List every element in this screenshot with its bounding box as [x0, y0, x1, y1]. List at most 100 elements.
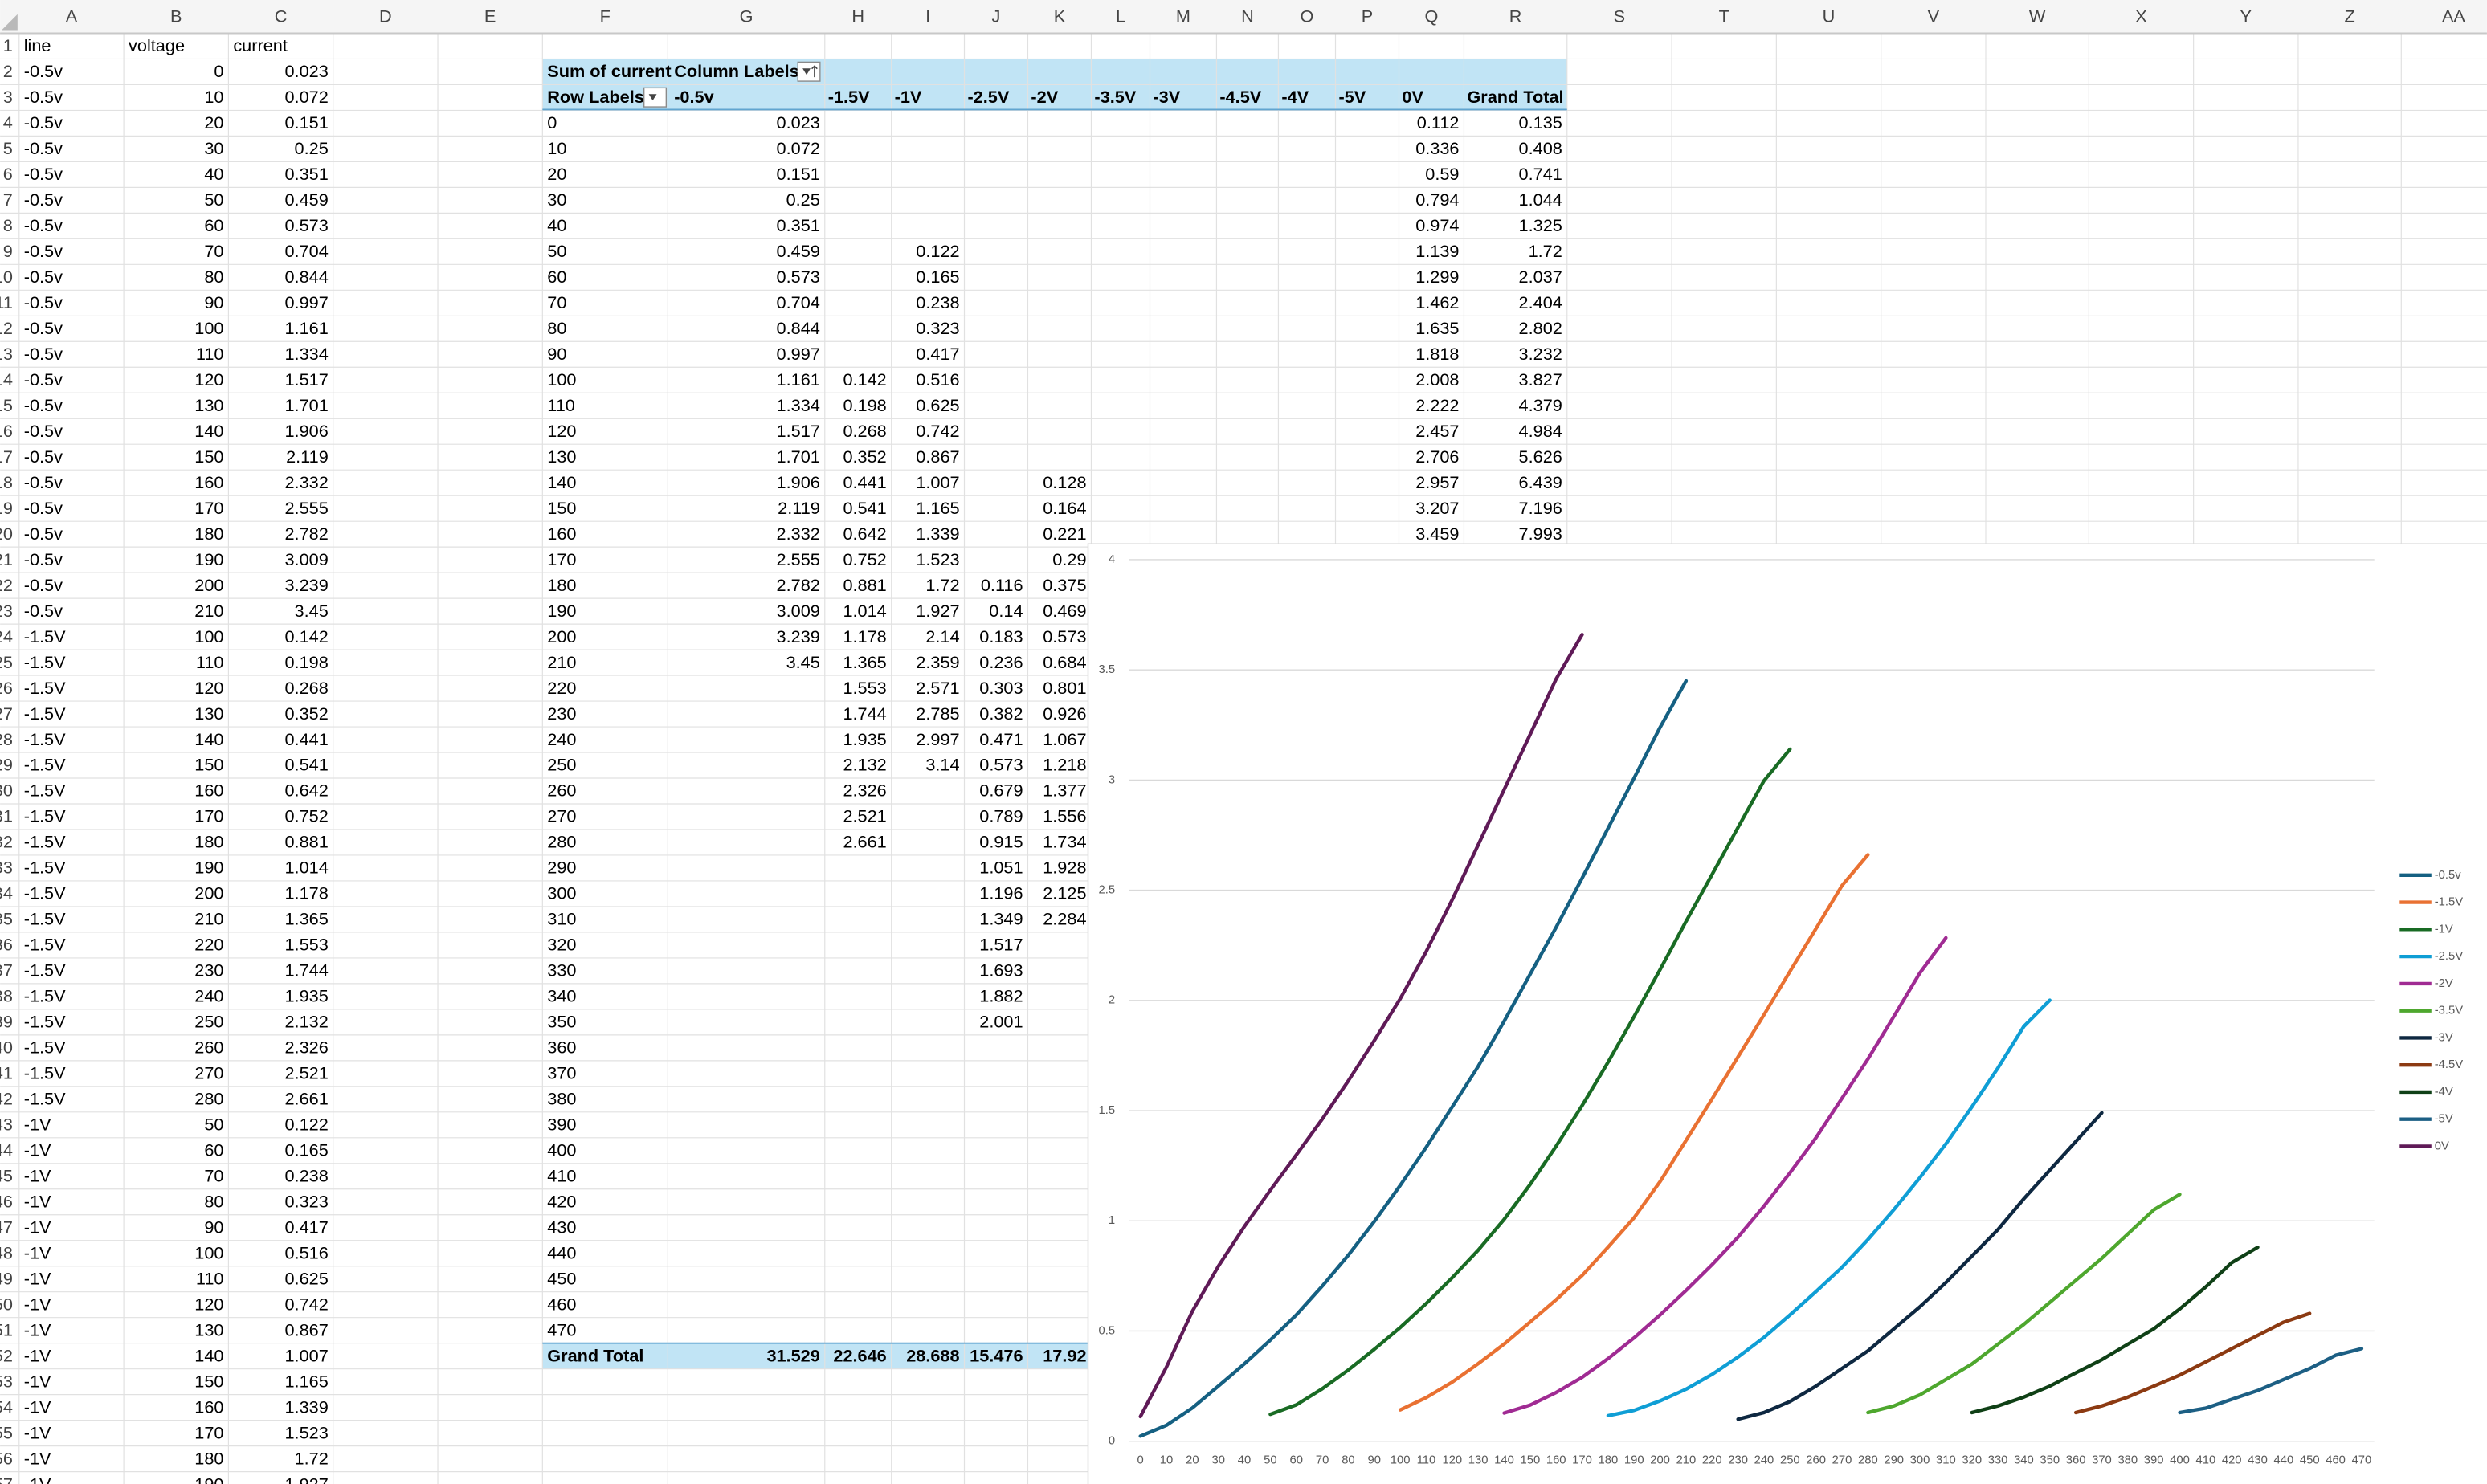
row-number[interactable]: 33 [0, 858, 13, 878]
row-number[interactable]: 19 [0, 498, 13, 518]
column-header[interactable]: U [1823, 6, 1836, 26]
x-tick-label: 340 [2014, 1453, 2034, 1466]
column-header[interactable]: Z [2344, 6, 2354, 26]
line-cell: -0.5v [24, 344, 63, 364]
row-number[interactable]: 5 [3, 138, 13, 158]
column-header[interactable]: L [1116, 6, 1125, 26]
x-tick-label: 100 [1391, 1453, 1411, 1466]
row-number[interactable]: 11 [0, 292, 13, 312]
row-number[interactable]: 23 [0, 601, 13, 621]
row-number[interactable]: 28 [0, 729, 13, 749]
column-header[interactable]: G [740, 6, 753, 26]
column-header[interactable]: O [1301, 6, 1314, 26]
column-header[interactable]: J [992, 6, 1001, 26]
column-header[interactable]: A [66, 6, 78, 26]
row-number[interactable]: 27 [0, 703, 13, 724]
column-header[interactable]: W [2029, 6, 2046, 26]
column-header[interactable]: E [484, 6, 496, 26]
row-number[interactable]: 57 [0, 1474, 13, 1484]
column-header[interactable]: D [379, 6, 392, 26]
row-number[interactable]: 32 [0, 832, 13, 852]
column-header[interactable]: R [1509, 6, 1522, 26]
row-number[interactable]: 45 [0, 1165, 13, 1185]
row-number[interactable]: 21 [0, 549, 13, 569]
row-number[interactable]: 35 [0, 909, 13, 929]
column-header[interactable]: P [1362, 6, 1373, 26]
pivot-cell: 3.207 [1415, 498, 1459, 518]
pivot-cell: 0.164 [1043, 498, 1086, 518]
column-header[interactable]: B [170, 6, 182, 26]
voltage-cell: 30 [204, 138, 223, 158]
pivot-row-label: 140 [547, 472, 576, 492]
row-number[interactable]: 22 [0, 575, 13, 595]
column-header[interactable]: K [1054, 6, 1066, 26]
column-header[interactable]: M [1176, 6, 1190, 26]
column-header[interactable]: X [2135, 6, 2147, 26]
pivot-column-header: -3V [1153, 87, 1180, 107]
row-number[interactable]: 36 [0, 935, 13, 955]
row-number[interactable]: 52 [0, 1345, 13, 1365]
row-number[interactable]: 7 [3, 190, 13, 210]
row-number[interactable]: 56 [0, 1448, 13, 1468]
select-all-corner[interactable] [2, 14, 18, 31]
row-number[interactable]: 25 [0, 652, 13, 672]
row-number[interactable]: 50 [0, 1294, 13, 1314]
voltage-cell: 180 [194, 524, 223, 544]
row-number[interactable]: 26 [0, 678, 13, 698]
filter-button[interactable] [643, 87, 668, 108]
column-header[interactable]: Y [2240, 6, 2252, 26]
row-number[interactable]: 20 [0, 524, 13, 544]
row-number[interactable]: 39 [0, 1012, 13, 1032]
row-number[interactable]: 37 [0, 960, 13, 980]
row-number[interactable]: 34 [0, 883, 13, 903]
row-number[interactable]: 10 [0, 267, 13, 287]
row-number[interactable]: 4 [3, 112, 13, 132]
row-number[interactable]: 43 [0, 1115, 13, 1135]
row-number[interactable]: 16 [0, 421, 13, 441]
row-number[interactable]: 48 [0, 1242, 13, 1262]
row-number[interactable]: 53 [0, 1371, 13, 1391]
x-tick-label: 230 [1728, 1453, 1748, 1466]
line-cell: -0.5v [24, 395, 63, 415]
filter-button[interactable] [797, 61, 821, 82]
column-header[interactable]: AA [2442, 6, 2465, 26]
column-header[interactable]: V [1928, 6, 1940, 26]
row-number[interactable]: 13 [0, 344, 13, 364]
column-header[interactable]: S [1614, 6, 1625, 26]
row-number[interactable]: 49 [0, 1268, 13, 1288]
row-number[interactable]: 46 [0, 1191, 13, 1211]
row-number[interactable]: 31 [0, 806, 13, 826]
row-number[interactable]: 14 [0, 369, 13, 389]
column-header[interactable]: F [600, 6, 611, 26]
row-number[interactable]: 15 [0, 395, 13, 415]
pivot-cell: 4.379 [1519, 395, 1562, 415]
row-number[interactable]: 6 [3, 164, 13, 184]
row-number[interactable]: 30 [0, 781, 13, 801]
column-header[interactable]: C [275, 6, 288, 26]
chart[interactable]: 00.511.522.533.540 10 20 30 40 50 60 70 80 90 100 1… [1087, 543, 2487, 1484]
row-number[interactable]: 3 [3, 87, 13, 107]
row-number[interactable]: 18 [0, 472, 13, 492]
row-number[interactable]: 24 [0, 626, 13, 646]
row-number[interactable]: 42 [0, 1089, 13, 1109]
row-number[interactable]: 38 [0, 986, 13, 1006]
row-number[interactable]: 44 [0, 1140, 13, 1160]
row-number[interactable]: 55 [0, 1422, 13, 1442]
row-number[interactable]: 51 [0, 1319, 13, 1339]
row-number[interactable]: 54 [0, 1396, 13, 1417]
column-header[interactable]: N [1241, 6, 1254, 26]
column-header[interactable]: I [925, 6, 930, 26]
row-number[interactable]: 47 [0, 1217, 13, 1237]
column-header[interactable]: H [851, 6, 864, 26]
row-number[interactable]: 12 [0, 318, 13, 338]
row-number[interactable]: 8 [3, 215, 13, 235]
row-number[interactable]: 17 [0, 446, 13, 467]
row-number[interactable]: 2 [3, 61, 13, 81]
row-number[interactable]: 40 [0, 1038, 13, 1058]
row-number[interactable]: 9 [3, 241, 13, 261]
row-number[interactable]: 1 [3, 35, 13, 55]
row-number[interactable]: 29 [0, 755, 13, 775]
row-number[interactable]: 41 [0, 1063, 13, 1083]
column-header[interactable]: T [1719, 6, 1729, 26]
column-header[interactable]: Q [1425, 6, 1439, 26]
